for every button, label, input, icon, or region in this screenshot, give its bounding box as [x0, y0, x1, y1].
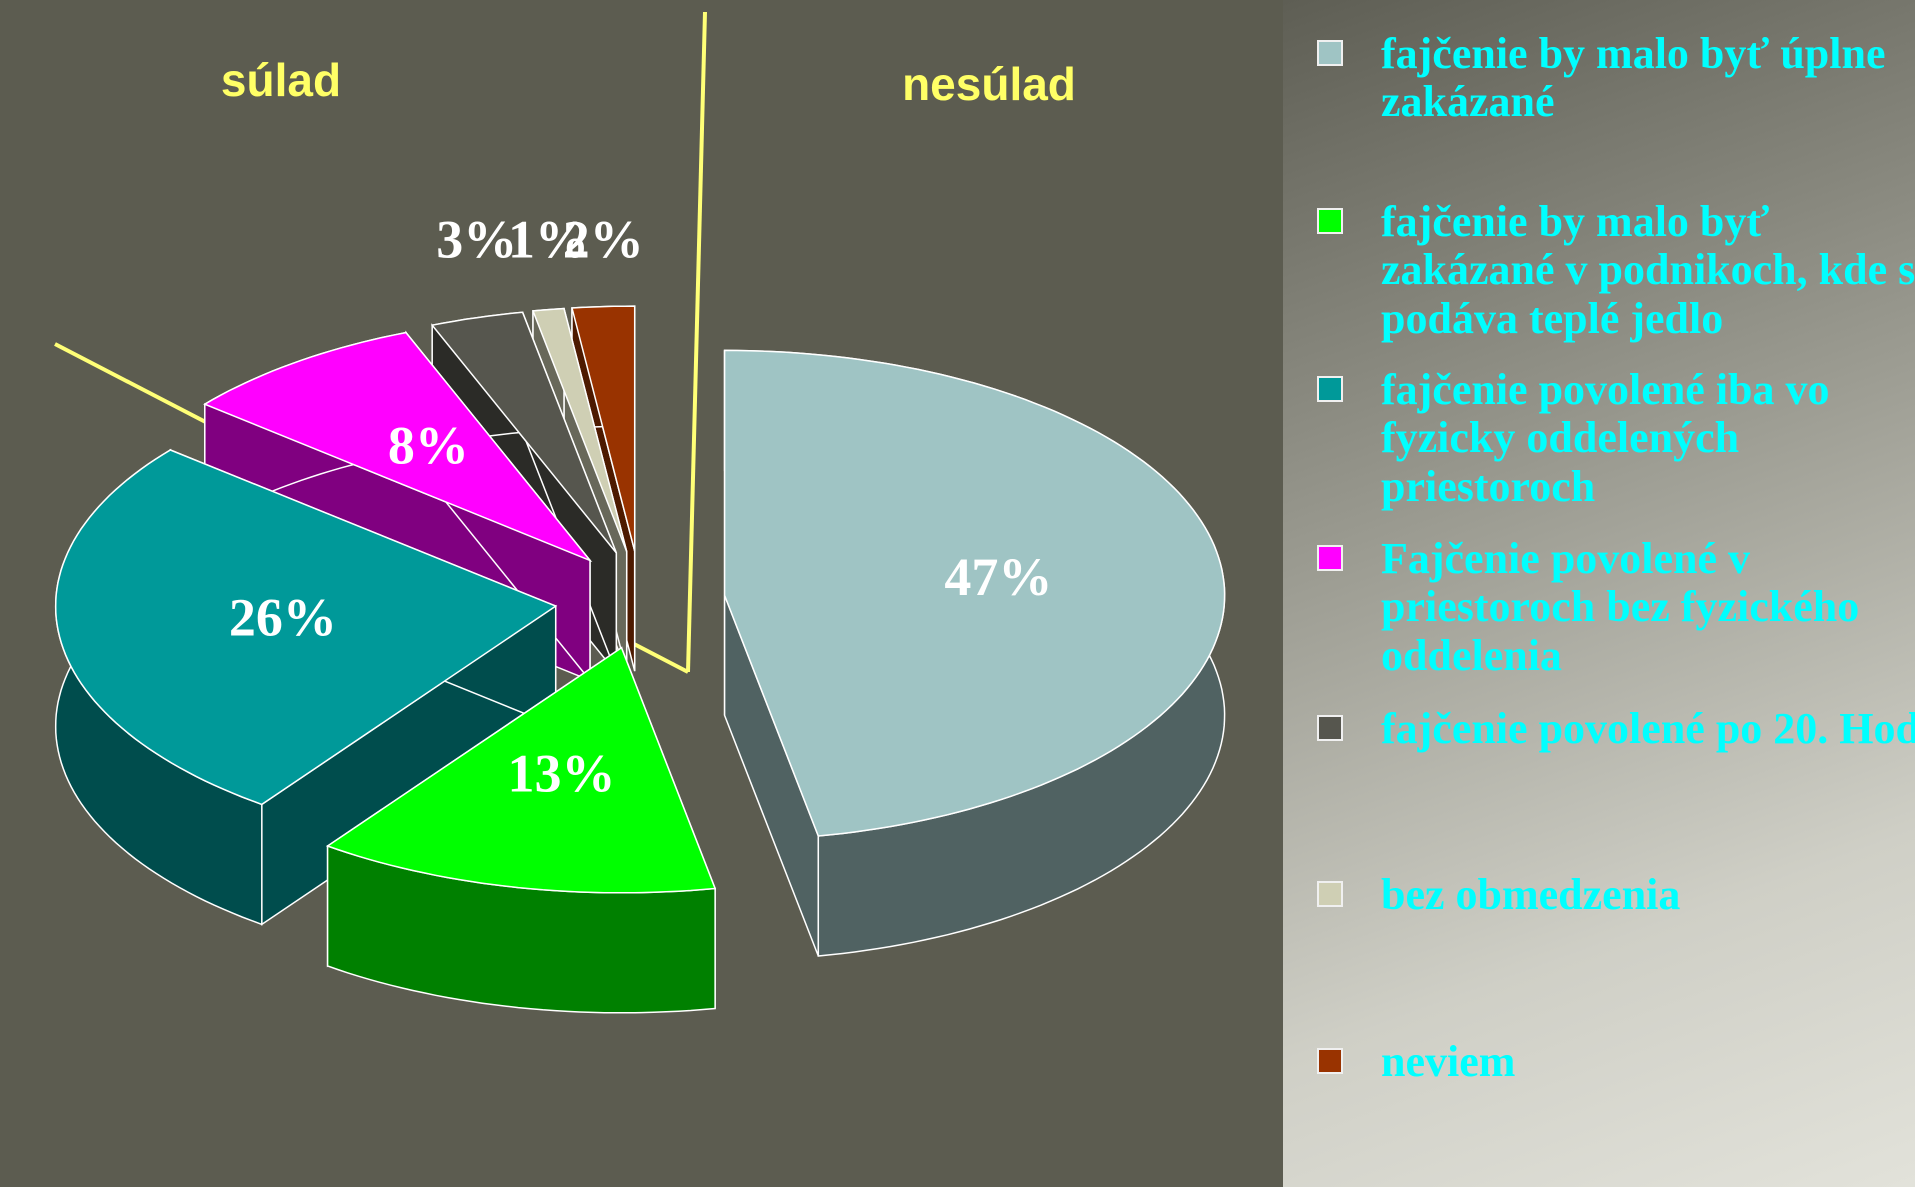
- legend-swatch: [1317, 40, 1343, 66]
- legend-swatch: [1317, 715, 1343, 741]
- pie: [56, 306, 1225, 1013]
- value-label: 13%: [507, 744, 615, 804]
- legend-swatch: [1317, 545, 1343, 571]
- legend-label: neviem: [1381, 1038, 1915, 1086]
- divider-line: [688, 12, 705, 672]
- legend-swatch: [1317, 376, 1343, 402]
- page: {"chart_data": {"type": "pie", "annotati…: [0, 0, 1915, 1187]
- value-label: 8%: [388, 416, 469, 476]
- legend-swatch: [1317, 1048, 1343, 1074]
- value-label: 3%: [436, 209, 517, 269]
- annotation: súlad: [221, 54, 341, 106]
- value-label: 1%: [508, 209, 589, 269]
- legend-label: fajčenie povolené po 20. Hod.: [1381, 705, 1915, 753]
- value-label: 47%: [944, 547, 1052, 607]
- value-label: 26%: [229, 587, 337, 647]
- legend-label: Fajčenie povolené v priestoroch bez fyzi…: [1381, 535, 1915, 680]
- slice: [725, 350, 1225, 956]
- legend-label: fajčenie by malo byť úplne zakázané: [1381, 30, 1915, 127]
- legend-label: fajčenie by malo byť zakázané v podnikoc…: [1381, 198, 1915, 343]
- legend-swatch: [1317, 881, 1343, 907]
- legend-swatch: [1317, 208, 1343, 234]
- legend-label: bez obmedzenia: [1381, 871, 1915, 919]
- annotation: nesúlad: [902, 58, 1076, 110]
- legend: fajčenie by malo byť úplne zakázané fajče…: [1283, 0, 1915, 1187]
- legend-label: fajčenie povolené iba vo fyzicky oddelen…: [1381, 366, 1915, 511]
